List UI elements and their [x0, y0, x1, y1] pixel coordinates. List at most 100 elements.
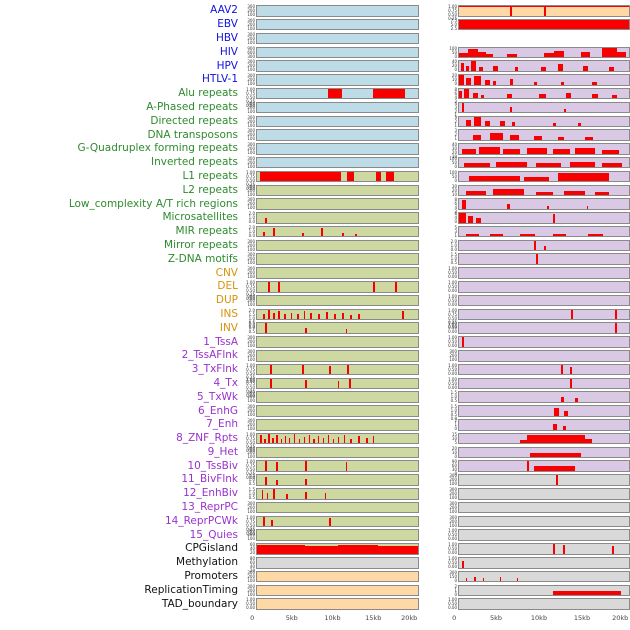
- data-bar: [372, 282, 375, 292]
- y-tick-label: 200: [247, 449, 255, 455]
- y-tick-label: 200: [449, 477, 457, 483]
- y-axis-ticks: 300 200 100: [243, 584, 256, 596]
- data-bar: [273, 313, 275, 320]
- data-bar: [535, 162, 561, 168]
- track-label: Microsatellites: [162, 211, 238, 224]
- data-bar: [345, 329, 348, 333]
- data-bar: [260, 171, 341, 182]
- y-tick-label: 200: [247, 35, 255, 41]
- y-tick-label: 8: [454, 86, 457, 92]
- y-tick-label: 100: [247, 274, 255, 280]
- data-bar: [544, 246, 547, 251]
- track-panel-right: [458, 488, 630, 500]
- track-label: EBV: [217, 18, 238, 31]
- y-tick-label: 1.00: [246, 86, 255, 92]
- y-tick-label: 300: [247, 73, 255, 79]
- data-bar: [544, 6, 546, 16]
- y-tick-label: 0.5: [450, 260, 457, 266]
- data-bar: [552, 149, 570, 154]
- y-axis-ticks: 1.00 0.50 0.00: [445, 543, 458, 555]
- y-tick-label: 100: [247, 508, 255, 514]
- y-tick-label: 0.00: [448, 550, 457, 556]
- track-row: 14_ReprPCWk 1.00 0.75 0.50 0.25 0.00 300 200 100: [2, 514, 630, 535]
- y-tick-label: 1.00: [246, 169, 255, 175]
- x-axis-right: 0 5kb 10kb 15kb 20kb: [452, 611, 628, 629]
- data-bar: [284, 314, 286, 320]
- y-tick-label: 0.50: [448, 270, 457, 276]
- data-bar: [273, 227, 276, 237]
- y-tick-label: 0.50: [448, 284, 457, 290]
- y-tick-label: 0.50: [246, 177, 255, 183]
- data-bar: [615, 323, 618, 333]
- track-row: L1 repeats 1.00 0.75 0.50 0.25 0.00 100 50 0: [2, 169, 630, 190]
- track-panel-right: [458, 419, 630, 431]
- y-tick-label: 0.50: [448, 315, 457, 321]
- y-tick-label: 300: [449, 473, 457, 479]
- track-panel-left: [256, 570, 419, 583]
- data-bar: [474, 576, 476, 582]
- track-panel-right: [458, 74, 630, 86]
- track-row: 3_TxFlnk 1.00 0.75 0.50 0.25 0.00 1.00 0.50 0.00: [2, 363, 630, 383]
- max-value-line: [459, 6, 629, 8]
- y-axis-ticks: 100 50 0: [445, 170, 458, 182]
- data-bar: [305, 491, 307, 499]
- track-panel-left: [256, 515, 419, 528]
- data-bar: [323, 437, 325, 444]
- y-tick-label: 300: [247, 183, 255, 189]
- y-axis-ticks: 300 200 100: [243, 115, 256, 127]
- track-panel-right: [458, 474, 630, 486]
- track-label: TAD_boundary: [161, 597, 238, 610]
- y-tick-label: 100: [247, 25, 255, 31]
- data-bar: [459, 213, 466, 223]
- track-label: DUP: [215, 294, 238, 307]
- y-tick-label: 1.5: [450, 252, 457, 258]
- y-tick-label: 100: [247, 343, 255, 349]
- y-axis-ticks: 300 200 100: [243, 156, 256, 168]
- x-axis-tick-label: 15kb: [365, 614, 382, 623]
- track-label: INS: [220, 307, 238, 320]
- y-tick-label: 1.5: [450, 404, 457, 410]
- y-tick-label: 0: [454, 577, 457, 583]
- y-tick-label: 1.0: [248, 315, 255, 321]
- data-bar: [462, 200, 466, 209]
- y-axis-ticks: 300 200 100: [243, 350, 256, 362]
- y-tick-label: 3: [454, 128, 457, 134]
- track-panel-left: [256, 267, 419, 279]
- y-tick-label: 1.00: [448, 293, 457, 299]
- y-axis-ticks: 1.00 0.75 0.50 0.25 0.00: [243, 432, 256, 452]
- y-tick-label: 0.00: [448, 288, 457, 294]
- track-panel-right: [458, 46, 630, 59]
- y-axis-ticks: 300 200 100: [445, 501, 458, 513]
- y-axis-ticks: 2.0 1.0 0.0: [445, 239, 458, 251]
- y-tick-label: 0.00: [246, 296, 255, 302]
- track-panel-right: [458, 225, 630, 238]
- data-bar: [269, 364, 272, 375]
- track-panel-left: [256, 225, 419, 238]
- y-tick-label: 300: [247, 142, 255, 148]
- y-tick-label: 2: [454, 418, 457, 424]
- track-label: 4_Tx: [213, 376, 238, 389]
- y-tick-label: 1.0: [248, 228, 255, 234]
- data-bar: [265, 323, 267, 333]
- y-tick-label: 1.00: [246, 597, 255, 603]
- y-tick-label: 100: [449, 481, 457, 487]
- y-axis-ticks: 300 200 100: [243, 405, 256, 417]
- y-tick-label: 1.00: [246, 376, 255, 382]
- y-tick-label: 0: [454, 67, 457, 73]
- y-tick-label: 1.0: [248, 325, 255, 331]
- data-bar: [257, 545, 306, 554]
- track-row: 4_Tx 1.00 0.75 0.50 0.25 0.00 1.00 0.50 0.00: [2, 376, 630, 397]
- data-bar: [313, 438, 315, 444]
- data-bar: [566, 93, 572, 99]
- track-panel-left: [256, 46, 419, 59]
- y-tick-label: 0.25: [246, 471, 255, 477]
- data-bar: [552, 423, 557, 430]
- track-panel-left: [256, 405, 419, 417]
- y-tick-label: 0.75: [246, 435, 255, 441]
- y-tick-label: 1.00: [448, 597, 457, 603]
- track-row: 10_TssBiv 1.00 0.75 0.50 0.25 0.00 90 60 30 0: [2, 459, 630, 480]
- track-panel-right: [458, 501, 630, 514]
- data-bar: [358, 435, 360, 444]
- track-row: Methylation 80 60 40 20 1.00 0.50 0.00: [2, 556, 630, 573]
